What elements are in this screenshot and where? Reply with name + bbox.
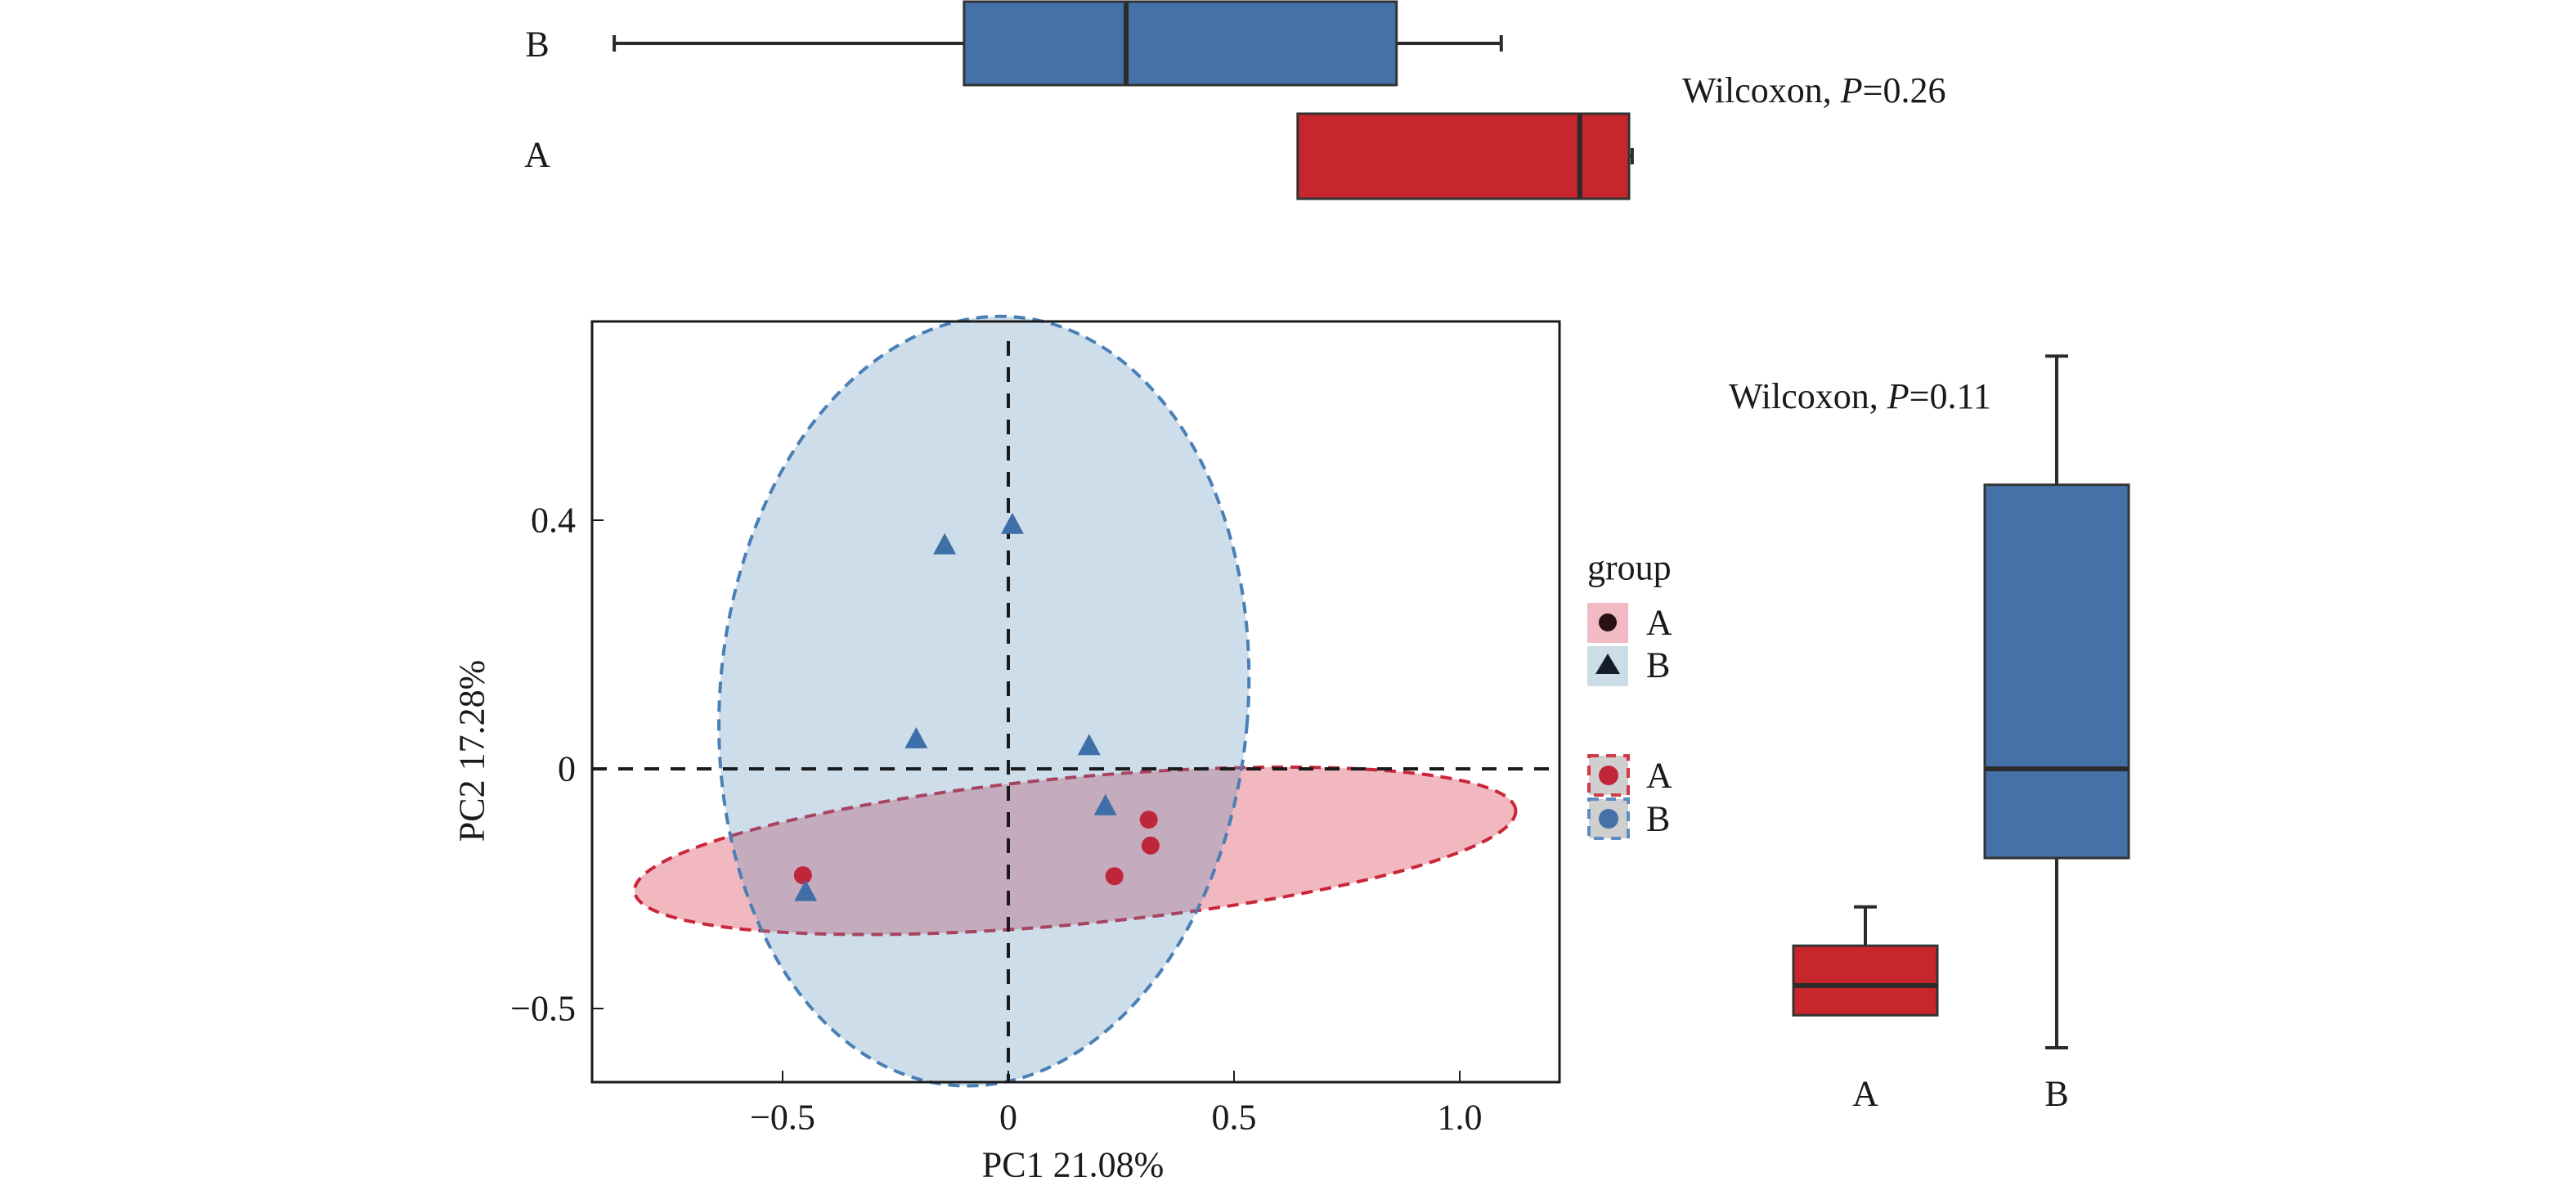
legend-item-ellipse-b: B xyxy=(1587,797,1670,840)
confidence-ellipses xyxy=(632,314,1518,1088)
pc1-boxplot: B A Wilcoxon, P=0.26 xyxy=(524,0,1945,200)
legend-item-shape-a: A xyxy=(1587,603,1672,643)
pc2-wilcoxon-annotation: Wilcoxon, P=0.11 xyxy=(1729,376,1991,416)
point-b-5 xyxy=(1093,793,1117,815)
y-tick-label: −0.5 xyxy=(510,989,576,1029)
legend-item-ellipse-a: A xyxy=(1587,754,1672,797)
circle-icon xyxy=(1599,613,1617,631)
legend-title: group xyxy=(1587,548,1672,588)
y-axis-ticks: −0.5 0 0.4 xyxy=(510,501,604,1029)
point-a-4 xyxy=(793,866,812,885)
pc2-boxplot-marks xyxy=(1792,354,2130,1050)
top-box-label-b: B xyxy=(525,25,549,65)
y-tick-label: 0.4 xyxy=(531,501,576,541)
pc2-box-b-iqr xyxy=(1983,483,2130,860)
x-tick-label: −0.5 xyxy=(750,1098,815,1138)
triangle-icon xyxy=(1595,654,1620,674)
legend-ellipse-label-b: B xyxy=(1646,799,1670,839)
ellipse-group-b xyxy=(717,314,1251,1088)
circle-icon xyxy=(1599,809,1618,829)
point-a-1 xyxy=(1139,811,1158,829)
point-b-2 xyxy=(1000,512,1024,534)
right-box-label-a: A xyxy=(1852,1074,1878,1114)
pc2-p-value: =0.11 xyxy=(1910,376,1991,416)
pc2-box-a-iqr xyxy=(1792,944,1939,1017)
point-b-3 xyxy=(904,726,928,748)
top-box-label-a: A xyxy=(524,135,550,175)
scatter-points xyxy=(793,512,1160,901)
plot-frame xyxy=(590,320,1561,1084)
pca-scatter-plot: −0.5 0 0.5 1.0 −0.5 0 0.4 PC1 21.08% PC2 17.2… xyxy=(452,314,1561,1185)
point-a-3 xyxy=(1105,867,1124,886)
legend-label-b: B xyxy=(1646,645,1670,685)
x-axis-ticks: −0.5 0 0.5 1.0 xyxy=(750,1071,1483,1138)
pc1-wilcoxon-annotation: Wilcoxon, P=0.26 xyxy=(1682,70,1945,110)
x-axis-title: PC1 21.08% xyxy=(982,1145,1164,1185)
pc1-p-symbol: P xyxy=(1840,70,1863,110)
point-b-6 xyxy=(794,879,818,901)
y-axis-title: PC2 17.28% xyxy=(452,660,492,842)
pc2-wilcoxon-prefix: Wilcoxon, xyxy=(1729,376,1887,416)
circle-icon xyxy=(1599,766,1618,785)
ellipse-group-a xyxy=(632,765,1518,937)
pc1-boxplot-marks xyxy=(613,0,1634,200)
reference-lines xyxy=(592,341,1560,1082)
legend-item-shape-b: B xyxy=(1587,645,1670,686)
right-box-label-b: B xyxy=(2044,1074,2068,1114)
pc2-p-symbol: P xyxy=(1887,376,1910,416)
pc1-box-b-iqr xyxy=(963,0,1398,87)
pc1-wilcoxon-prefix: Wilcoxon, xyxy=(1682,70,1841,110)
point-a-2 xyxy=(1141,836,1160,855)
legend: group A B A B xyxy=(1587,548,1672,840)
pc1-box-a-iqr xyxy=(1296,112,1631,200)
x-tick-label: 0.5 xyxy=(1212,1098,1257,1138)
legend-ellipse-label-a: A xyxy=(1646,756,1672,796)
point-b-4 xyxy=(1077,734,1101,756)
x-tick-label: 0 xyxy=(999,1098,1017,1138)
legend-label-a: A xyxy=(1646,603,1672,643)
pc1-p-value: =0.26 xyxy=(1863,70,1946,110)
pc2-boxplot: Wilcoxon, P=0.11 A B xyxy=(1729,354,2130,1114)
y-tick-label: 0 xyxy=(558,749,576,789)
x-tick-label: 1.0 xyxy=(1438,1098,1483,1138)
point-b-1 xyxy=(933,532,957,555)
